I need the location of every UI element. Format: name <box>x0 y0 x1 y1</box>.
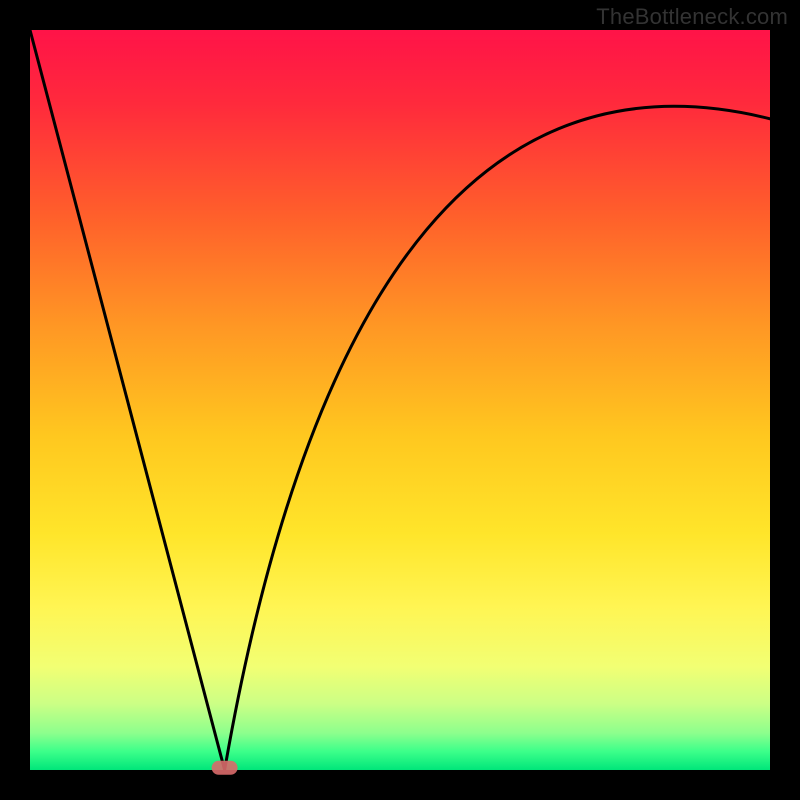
chart-container: TheBottleneck.com <box>0 0 800 800</box>
bottleneck-chart <box>0 0 800 800</box>
watermark-text: TheBottleneck.com <box>596 4 788 30</box>
optimal-marker <box>212 761 238 775</box>
plot-background <box>30 30 770 770</box>
